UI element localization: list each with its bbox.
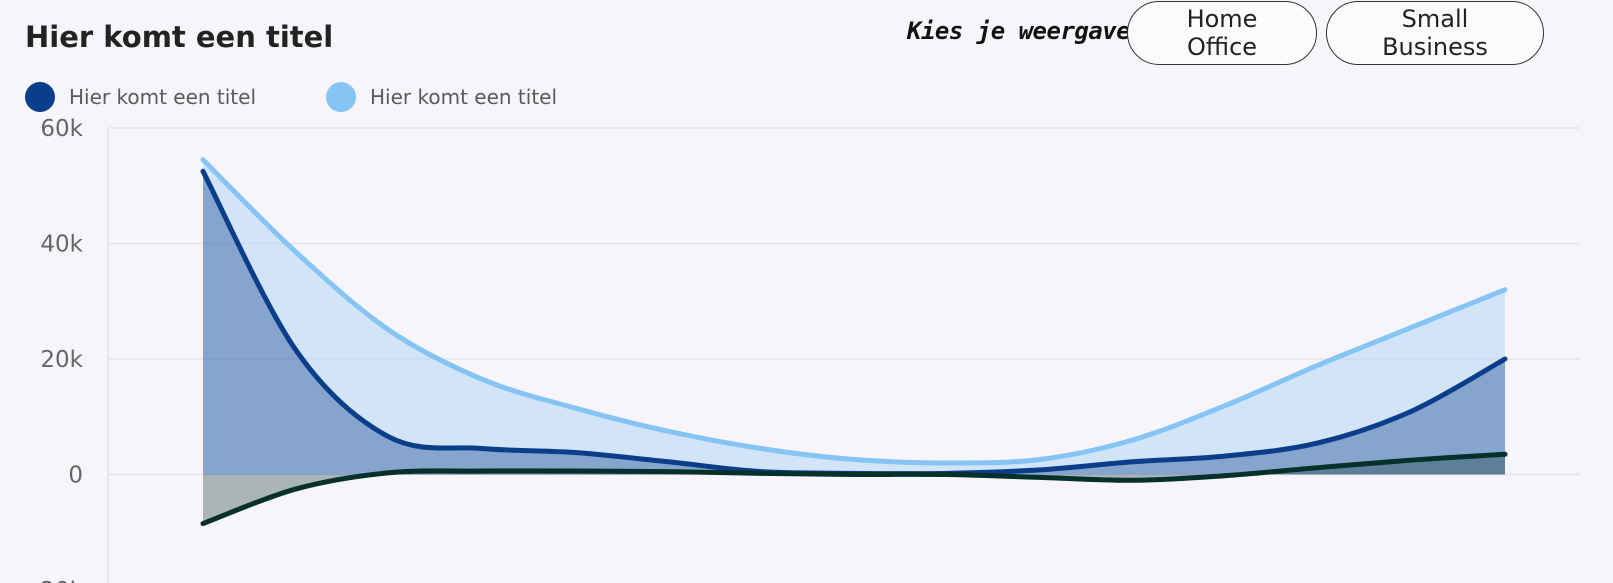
legend-label: Hier komt een titel (69, 85, 257, 109)
y-tick-label: 0 (68, 463, 83, 489)
y-tick-label: -20k (32, 578, 84, 583)
legend: Hier komt een titel Hier komt een titel (25, 82, 627, 112)
light-series-area (203, 159, 1505, 475)
legend-label: Hier komt een titel (370, 85, 558, 109)
dark-series-area (203, 171, 1505, 475)
y-tick-label: 60k (40, 116, 83, 142)
chart-title: Hier komt een titel (25, 20, 334, 54)
legend-item-series-2: Hier komt een titel (326, 82, 557, 112)
legend-item-series-1: Hier komt een titel (25, 82, 256, 112)
y-tick-label: 40k (40, 232, 83, 258)
view-selector-label: Kies je weergave (907, 17, 1131, 45)
base-series-line (200, 451, 1508, 527)
small-business-button[interactable]: Small Business (1326, 1, 1544, 65)
home-office-button[interactable]: Home Office (1127, 1, 1317, 65)
light-series-line (200, 157, 1508, 466)
y-tick-label: 20k (40, 347, 83, 373)
legend-dot-icon (25, 82, 55, 112)
legend-dot-icon (326, 82, 357, 112)
